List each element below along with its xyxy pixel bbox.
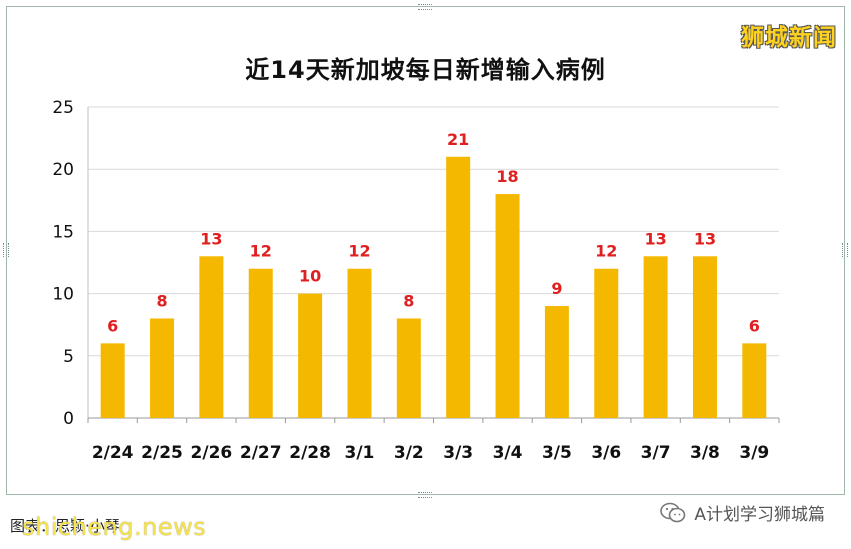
bar bbox=[298, 293, 323, 418]
site-watermark: shicheng.news bbox=[22, 513, 207, 541]
bar bbox=[544, 306, 569, 418]
data-label: 6 bbox=[749, 316, 760, 335]
data-label: 13 bbox=[694, 229, 716, 248]
wechat-account-name: A计划学习狮城篇 bbox=[694, 505, 825, 525]
bar bbox=[347, 268, 372, 418]
x-tick-label: 2/24 bbox=[92, 443, 134, 463]
data-label: 10 bbox=[299, 267, 321, 286]
bar bbox=[396, 318, 421, 418]
y-tick-label: 15 bbox=[52, 222, 74, 242]
data-label: 18 bbox=[496, 167, 518, 186]
y-tick-label: 25 bbox=[52, 98, 74, 118]
bar bbox=[594, 268, 619, 418]
x-tick-label: 3/1 bbox=[345, 443, 375, 463]
bar bbox=[643, 256, 668, 418]
data-label: 8 bbox=[403, 291, 414, 310]
x-tick-label: 2/28 bbox=[289, 443, 331, 463]
data-label: 13 bbox=[200, 229, 222, 248]
x-tick-label: 3/6 bbox=[591, 443, 621, 463]
data-label: 6 bbox=[107, 316, 118, 335]
wechat-attribution: A计划学习狮城篇 bbox=[660, 500, 825, 525]
bar bbox=[248, 268, 273, 418]
data-label: 12 bbox=[348, 242, 370, 261]
bar bbox=[495, 194, 520, 418]
data-label: 8 bbox=[156, 291, 167, 310]
y-tick-label: 20 bbox=[52, 160, 74, 180]
x-tick-label: 2/26 bbox=[191, 443, 233, 463]
wechat-icon bbox=[660, 502, 686, 524]
brand-logo: 狮城新闻 bbox=[741, 25, 837, 51]
bar bbox=[100, 343, 125, 418]
x-tick-label: 3/2 bbox=[394, 443, 424, 463]
data-label: 9 bbox=[551, 279, 562, 298]
x-tick-label: 2/25 bbox=[141, 443, 183, 463]
bar bbox=[742, 343, 767, 418]
y-tick-label: 5 bbox=[63, 347, 74, 367]
x-tick-label: 3/9 bbox=[739, 443, 769, 463]
x-tick-label: 3/7 bbox=[641, 443, 671, 463]
bar bbox=[199, 256, 224, 418]
data-label: 12 bbox=[595, 242, 617, 261]
resize-handle-right[interactable] bbox=[842, 243, 848, 257]
data-label: 12 bbox=[250, 242, 272, 261]
bar bbox=[150, 318, 175, 418]
x-tick-label: 3/3 bbox=[443, 443, 473, 463]
y-tick-label: 10 bbox=[52, 285, 74, 305]
x-tick-label: 2/27 bbox=[240, 443, 282, 463]
bar bbox=[692, 256, 717, 418]
bar bbox=[446, 156, 471, 418]
resize-handle-left[interactable] bbox=[3, 243, 9, 257]
chart-credit: 图表：思颖·小琴 bbox=[10, 517, 120, 535]
data-label: 13 bbox=[644, 229, 666, 248]
data-label: 21 bbox=[447, 130, 469, 149]
resize-handle-top[interactable] bbox=[418, 4, 432, 10]
x-tick-label: 3/5 bbox=[542, 443, 572, 463]
x-tick-label: 3/4 bbox=[493, 443, 523, 463]
x-tick-label: 3/8 bbox=[690, 443, 720, 463]
chart-title: 近14天新加坡每日新增输入病例 bbox=[245, 56, 606, 84]
resize-handle-bottom[interactable] bbox=[418, 492, 432, 498]
y-tick-label: 0 bbox=[63, 409, 74, 429]
